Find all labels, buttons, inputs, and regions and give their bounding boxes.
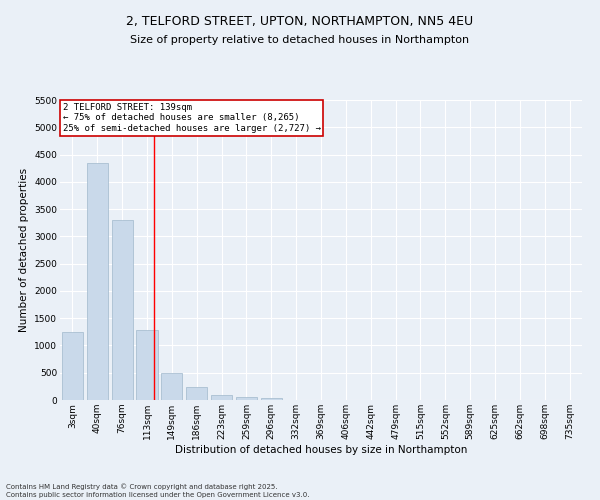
Text: 2 TELFORD STREET: 139sqm
← 75% of detached houses are smaller (8,265)
25% of sem: 2 TELFORD STREET: 139sqm ← 75% of detach… <box>62 103 320 133</box>
Text: Contains HM Land Registry data © Crown copyright and database right 2025.
Contai: Contains HM Land Registry data © Crown c… <box>6 484 310 498</box>
X-axis label: Distribution of detached houses by size in Northampton: Distribution of detached houses by size … <box>175 444 467 454</box>
Bar <box>112 220 133 400</box>
Bar <box>261 398 282 400</box>
Bar <box>87 162 108 400</box>
Text: 2, TELFORD STREET, UPTON, NORTHAMPTON, NN5 4EU: 2, TELFORD STREET, UPTON, NORTHAMPTON, N… <box>127 15 473 28</box>
Bar <box>236 396 257 400</box>
Bar <box>136 330 158 400</box>
Bar <box>161 372 182 400</box>
Bar <box>186 388 207 400</box>
Text: Size of property relative to detached houses in Northampton: Size of property relative to detached ho… <box>130 35 470 45</box>
Bar <box>62 332 83 400</box>
Bar <box>211 395 232 400</box>
Y-axis label: Number of detached properties: Number of detached properties <box>19 168 29 332</box>
